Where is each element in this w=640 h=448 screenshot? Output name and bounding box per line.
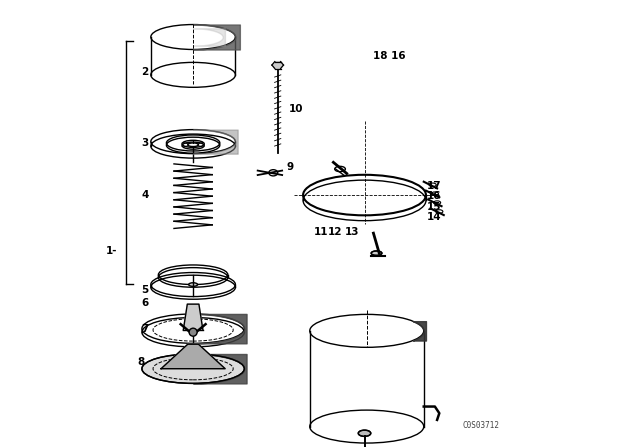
Text: 7: 7 xyxy=(141,323,148,334)
Ellipse shape xyxy=(371,251,382,255)
Text: 8: 8 xyxy=(137,357,144,367)
Text: 14: 14 xyxy=(427,212,442,222)
Polygon shape xyxy=(161,344,225,369)
Text: 5: 5 xyxy=(141,285,148,295)
Ellipse shape xyxy=(358,430,371,436)
Ellipse shape xyxy=(189,328,197,336)
Text: 15: 15 xyxy=(427,202,442,212)
Text: 18 16: 18 16 xyxy=(373,51,406,61)
Text: 11: 11 xyxy=(314,227,329,237)
Ellipse shape xyxy=(142,354,244,383)
Text: 12: 12 xyxy=(328,227,342,237)
Text: 2: 2 xyxy=(141,67,148,77)
Ellipse shape xyxy=(189,283,198,286)
Text: 17: 17 xyxy=(427,181,442,191)
Text: C0S03712: C0S03712 xyxy=(463,421,499,430)
Text: 1-: 1- xyxy=(106,246,117,256)
Text: 6: 6 xyxy=(141,298,148,308)
Text: 10: 10 xyxy=(289,104,303,114)
Text: 9: 9 xyxy=(287,162,294,172)
Polygon shape xyxy=(272,61,284,69)
Text: 4: 4 xyxy=(141,190,148,200)
Text: 16: 16 xyxy=(427,191,442,202)
Text: 3: 3 xyxy=(141,138,148,148)
Polygon shape xyxy=(183,304,203,330)
Text: 13: 13 xyxy=(344,227,359,237)
